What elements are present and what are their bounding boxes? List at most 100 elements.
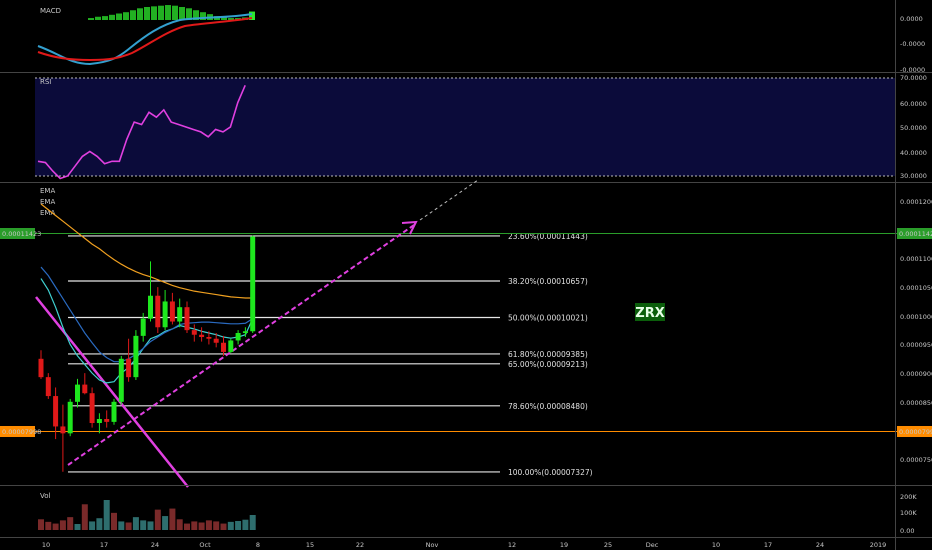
candle-body	[67, 401, 73, 434]
support-tag-right	[897, 426, 932, 437]
last-price-tag-text: 0.00011423	[2, 230, 41, 238]
candle-body	[38, 358, 44, 378]
volume-bar	[242, 519, 249, 530]
volume-label: Vol	[40, 492, 51, 500]
macd-bar	[144, 7, 150, 20]
price-tick: 0.00010000	[900, 313, 932, 321]
volume-bar	[132, 517, 139, 530]
candle-body	[118, 358, 124, 402]
candle-body	[89, 393, 95, 424]
time-tick: Dec	[646, 541, 659, 549]
time-tick: 15	[306, 541, 314, 549]
volume-bar	[198, 522, 205, 530]
macd-bar	[193, 10, 199, 20]
fib-level-label: 50.00%(0.00010021)	[508, 313, 588, 322]
candle-body	[104, 419, 110, 422]
macd-tick: -0.0000	[900, 40, 925, 48]
rsi-line	[37, 85, 246, 180]
rsi-tick: 30.0000	[900, 172, 927, 180]
volume-bar	[162, 516, 169, 530]
volume-bar	[118, 521, 125, 530]
fibonacci-retracement[interactable]: 23.60%(0.00011443) 38.20%(0.00010657) 50.0…	[68, 232, 593, 477]
rsi-tick: 50.0000	[900, 124, 927, 132]
volume-bar	[184, 523, 190, 530]
time-tick: 2019	[870, 541, 887, 549]
time-axis[interactable]: 10 17 24 Oct 8 15 22 Nov 12 19 25 Dec 10 17 24 2019	[42, 541, 886, 549]
macd-bar	[200, 12, 206, 20]
volume-tick: 100K	[900, 509, 917, 517]
ema-label: EMA	[40, 209, 55, 217]
volume-bar	[52, 523, 59, 530]
macd-tick: -0.0000	[900, 66, 925, 74]
volume-panel[interactable]: Vol 200K 100K 0.00	[38, 492, 917, 535]
last-price-tag-left	[0, 228, 35, 239]
ticker-symbol: ZRX	[635, 306, 664, 321]
macd-label: MACD	[40, 7, 61, 15]
time-tick: 10	[42, 541, 50, 549]
candle-body	[228, 340, 234, 352]
macd-bar	[116, 13, 122, 20]
macd-bar	[228, 18, 234, 20]
candle-body	[177, 307, 183, 322]
candle-body	[60, 426, 66, 434]
macd-bar	[123, 12, 129, 20]
candle-body	[140, 318, 146, 336]
fib-level-label: 61.80%(0.00009385)	[508, 350, 588, 359]
ascending-trendline[interactable]	[67, 224, 415, 466]
time-tick: 25	[604, 541, 612, 549]
macd-panel[interactable]: MACD 0.0000 -0.0000 -0.0000	[37, 5, 925, 74]
time-tick: Nov	[426, 541, 439, 549]
volume-bar	[81, 504, 88, 530]
ema-label: EMA	[40, 187, 55, 195]
candle-body	[221, 342, 226, 352]
volume-tick: 0.00	[900, 527, 914, 535]
price-panel[interactable]: EMA EMA EMA 23.60%(0.00011443) 38.20%(0.0…	[0, 179, 932, 488]
price-tick: 0.00008500	[900, 399, 932, 407]
volume-bars	[38, 500, 256, 530]
candle-body	[184, 307, 190, 331]
fib-level-label: 78.60%(0.00008480)	[508, 402, 588, 411]
candle-body	[148, 295, 153, 319]
volume-bar	[235, 521, 242, 530]
last-price-tag-text: 0.00011423	[899, 230, 932, 238]
macd-bar	[102, 16, 108, 20]
volume-bar	[103, 500, 110, 530]
price-tick: 0.00010500	[900, 284, 932, 292]
macd-signal-line	[37, 17, 253, 62]
volume-bar	[220, 523, 227, 530]
volume-bar	[154, 509, 161, 530]
macd-bar	[165, 5, 171, 20]
macd-bar	[88, 18, 94, 20]
rsi-tick: 40.0000	[900, 149, 927, 157]
macd-bar	[109, 14, 115, 20]
volume-tick: 200K	[900, 493, 917, 501]
ticker-badge	[635, 303, 665, 321]
volume-bar	[45, 521, 52, 530]
candle-body	[111, 401, 117, 422]
candle-body	[191, 330, 197, 335]
rsi-panel[interactable]: RSI 70.0000 60.0000 50.0000 40.0000 30.0…	[35, 74, 927, 180]
volume-bar	[38, 519, 44, 530]
macd-bar	[249, 11, 255, 20]
volume-bar	[227, 521, 234, 530]
candlesticks	[38, 235, 256, 472]
volume-bar	[89, 521, 96, 530]
fib-level-label: 100.00%(0.00007327)	[508, 468, 593, 477]
time-tick: 10	[712, 541, 720, 549]
candle-body	[199, 334, 205, 338]
price-tick: 0.00009500	[900, 341, 932, 349]
time-tick: 24	[151, 541, 159, 549]
fib-level-label: 23.60%(0.00011443)	[508, 232, 588, 241]
price-axis[interactable]: 0.00012000 0.00011000 0.00010500 0.00010…	[0, 198, 932, 464]
macd-bar	[186, 8, 192, 20]
volume-bar	[213, 521, 220, 530]
candle-body	[242, 331, 248, 333]
volume-bar	[205, 520, 212, 530]
candle-body	[53, 396, 59, 427]
descending-trendline[interactable]	[35, 296, 189, 488]
fib-level-label: 38.20%(0.00010657)	[508, 277, 588, 286]
time-tick: Oct	[199, 541, 211, 549]
volume-bar	[169, 508, 176, 530]
volume-bar	[140, 520, 147, 530]
